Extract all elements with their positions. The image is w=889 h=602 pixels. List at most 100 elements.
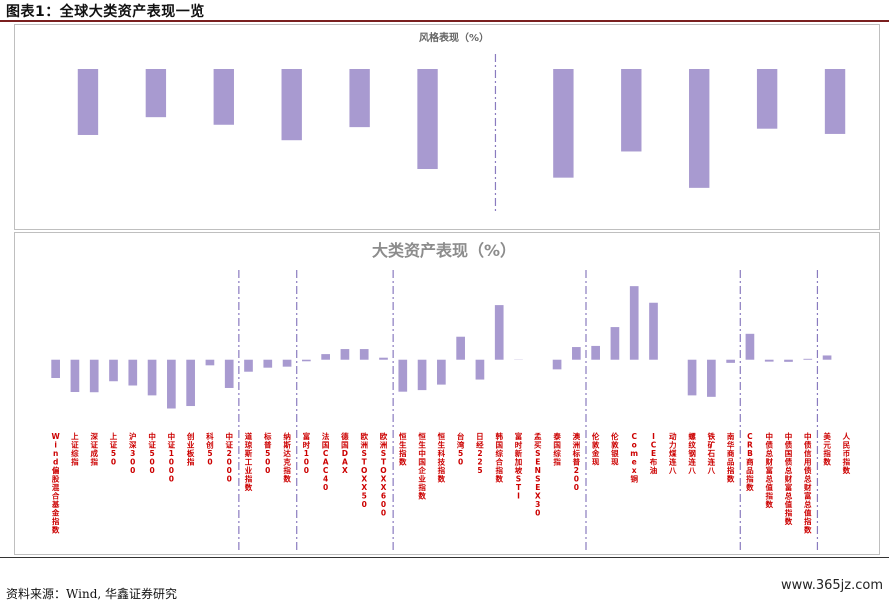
- bar: [437, 359, 446, 385]
- bar: [745, 333, 755, 360]
- bar: [822, 355, 832, 360]
- chart1-title: 风格表现（%）: [419, 31, 489, 44]
- category-label: 中债信用债总财富总值指数: [803, 431, 812, 535]
- category-label: 孟买 S E N S E X 3 0: [534, 431, 542, 518]
- bottom-rule: [0, 557, 889, 558]
- category-label: 欧洲 S T O X X 5 0: [360, 431, 368, 509]
- bar: [687, 359, 697, 396]
- bar: [803, 358, 813, 360]
- category-label: 上证 5 0: [110, 431, 118, 467]
- bar: [224, 359, 234, 388]
- bar: [244, 359, 253, 372]
- bar: [379, 357, 388, 360]
- category-label: 美元指数: [823, 431, 831, 467]
- bar: [572, 347, 581, 360]
- category-label: 动力煤连八: [668, 431, 677, 475]
- category-label: 中债国债总财富总值指数: [784, 431, 793, 526]
- category-label: 铁矿石连八: [707, 431, 716, 475]
- bar: [552, 359, 562, 370]
- bar: [707, 359, 716, 397]
- category-label: 纳斯达克指数: [283, 431, 291, 484]
- bar: [784, 359, 793, 362]
- category-label: 深证成指: [90, 431, 98, 467]
- page-title: 图表1：全球大类资产表现一览: [6, 4, 205, 20]
- bar: [109, 359, 118, 382]
- bar: [456, 336, 465, 360]
- bar: [70, 359, 80, 393]
- bar: [263, 359, 273, 368]
- bar: [349, 69, 370, 128]
- bar: [145, 69, 167, 118]
- bar: [553, 69, 574, 178]
- category-label: 沪深 3 0 0: [129, 431, 137, 475]
- category-label: 富时新加坡 S T I: [514, 431, 523, 501]
- category-label: 台湾 5 0: [457, 431, 465, 467]
- watermark: www.365jz.com: [781, 578, 883, 593]
- bar: [764, 359, 774, 362]
- category-label: 人民币指数: [843, 432, 851, 475]
- chart2-frame: [14, 232, 880, 555]
- bar: [77, 69, 99, 135]
- category-label: 中债总财富总值指数: [764, 431, 773, 509]
- bar: [398, 359, 408, 392]
- bar: [340, 349, 350, 360]
- bar: [726, 359, 735, 363]
- bar: [89, 359, 99, 393]
- bar: [689, 69, 710, 188]
- category-label: 南华商品指数: [727, 431, 735, 484]
- bar: [205, 359, 215, 366]
- category-label: C R B 商品指数: [746, 432, 754, 492]
- category-label: 上证综指: [71, 431, 79, 467]
- category-label: 澳洲标普 2 0 0: [572, 431, 581, 492]
- category-label: 中证 1 0 0 0: [168, 431, 176, 484]
- bar: [186, 359, 195, 407]
- category-label: 螺纹钢连八: [687, 431, 696, 475]
- source-note: 资料来源：Wind, 华鑫证券研究: [6, 587, 178, 601]
- category-label: 恒生科技指数: [438, 431, 446, 484]
- category-label: 欧洲 S T O X X 6 0 0: [380, 431, 388, 518]
- category-label: 日经 2 2 5: [476, 432, 484, 475]
- category-label: 伦敦银现: [611, 431, 619, 467]
- category-label: 韩国综合指数: [495, 431, 503, 484]
- bar: [649, 302, 658, 360]
- category-label: 道琼斯工业指数: [245, 431, 253, 492]
- bar: [610, 327, 620, 360]
- bar: [302, 359, 311, 362]
- bar: [756, 69, 778, 129]
- bar: [475, 359, 485, 380]
- category-label: 伦敦金现: [591, 431, 600, 467]
- chart1-frame: [14, 24, 880, 230]
- category-label: 恒生中国企业指数: [417, 431, 426, 501]
- category-label: 标普 5 0 0: [263, 431, 272, 475]
- category-label: 科创 5 0: [205, 431, 214, 467]
- category-label: 恒生指数: [399, 431, 407, 467]
- bar: [494, 305, 504, 360]
- bar: [417, 69, 438, 170]
- title-rule: [0, 20, 889, 22]
- bar: [147, 359, 157, 396]
- bar: [621, 69, 642, 152]
- bar: [281, 69, 302, 141]
- style-performance-chart: 风格表现（%）: [14, 24, 880, 230]
- category-label: 泰国综指: [552, 431, 561, 467]
- bar: [591, 345, 600, 360]
- category-label: I C E 布油: [650, 432, 658, 475]
- bar: [128, 359, 138, 386]
- chart2-title: 大类资产表现（%）: [372, 241, 516, 260]
- bar: [824, 69, 846, 134]
- category-label: 中证 2 0 0 0: [225, 431, 233, 484]
- bar: [51, 359, 60, 378]
- bar: [213, 69, 234, 125]
- category-label: 中证 5 0 0: [148, 431, 156, 475]
- bar: [359, 349, 369, 360]
- category-label: 德国 D A X: [341, 431, 349, 475]
- bar: [282, 359, 292, 367]
- category-label: 法国 C A C 4 0: [322, 431, 330, 492]
- bar: [167, 359, 176, 409]
- category-label: 创业板指: [186, 431, 195, 467]
- bar: [629, 286, 639, 360]
- category-label: 富时 1 0 0: [303, 431, 311, 475]
